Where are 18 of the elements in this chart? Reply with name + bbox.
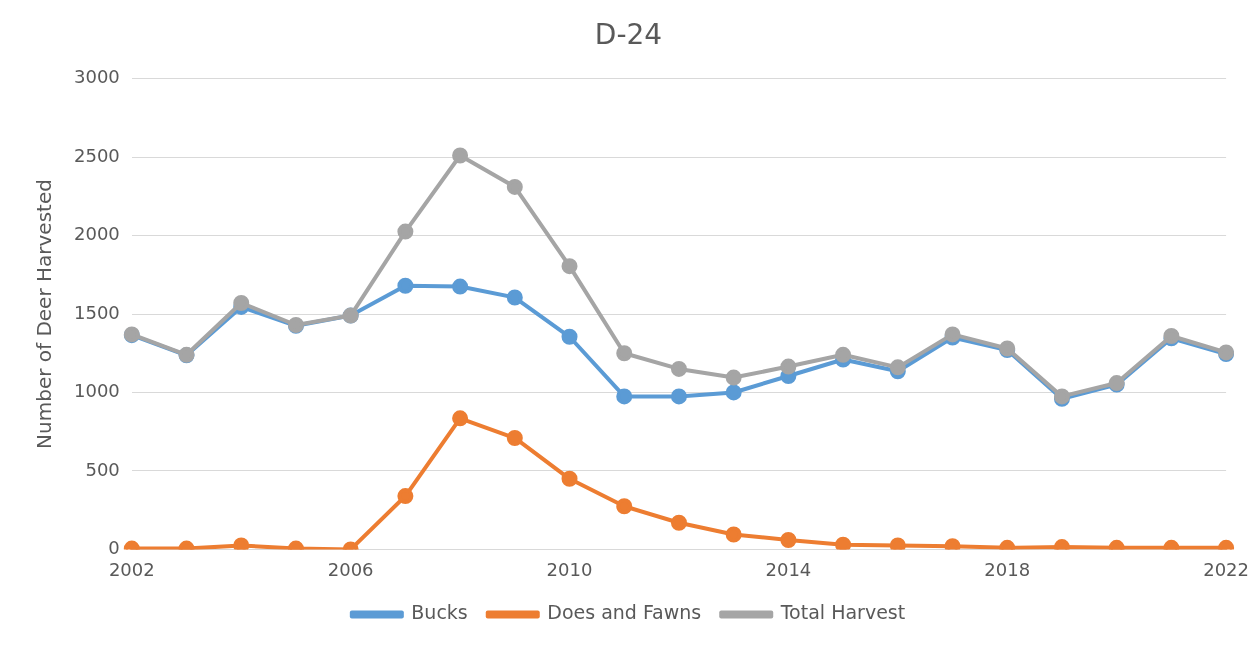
y-tick-label: 2500 [74,144,120,166]
y-tick-label: 1000 [74,380,120,402]
x-tick-label: 2002 [108,558,155,580]
y-tick-label: 2000 [74,223,120,245]
y-tick-label: 1500 [74,301,120,323]
x-tick-label: 2010 [546,558,593,580]
y-tick-label: 500 [85,458,120,480]
y-tick-label: 3000 [74,66,120,88]
chart-title: D-24 [594,18,663,52]
x-tick-label: 2014 [765,558,812,580]
legend-label: Bucks [411,601,468,624]
legend-label: Total Harvest [779,601,906,624]
x-tick-label: 2018 [984,558,1031,580]
y-axis-title: Number of Deer Harvested [32,179,57,449]
y-tick-label: 0 [108,537,120,559]
x-tick-label: 2006 [327,558,374,580]
legend-label: Does and Fawns [547,601,702,624]
x-tick-label: 2022 [1203,558,1249,580]
